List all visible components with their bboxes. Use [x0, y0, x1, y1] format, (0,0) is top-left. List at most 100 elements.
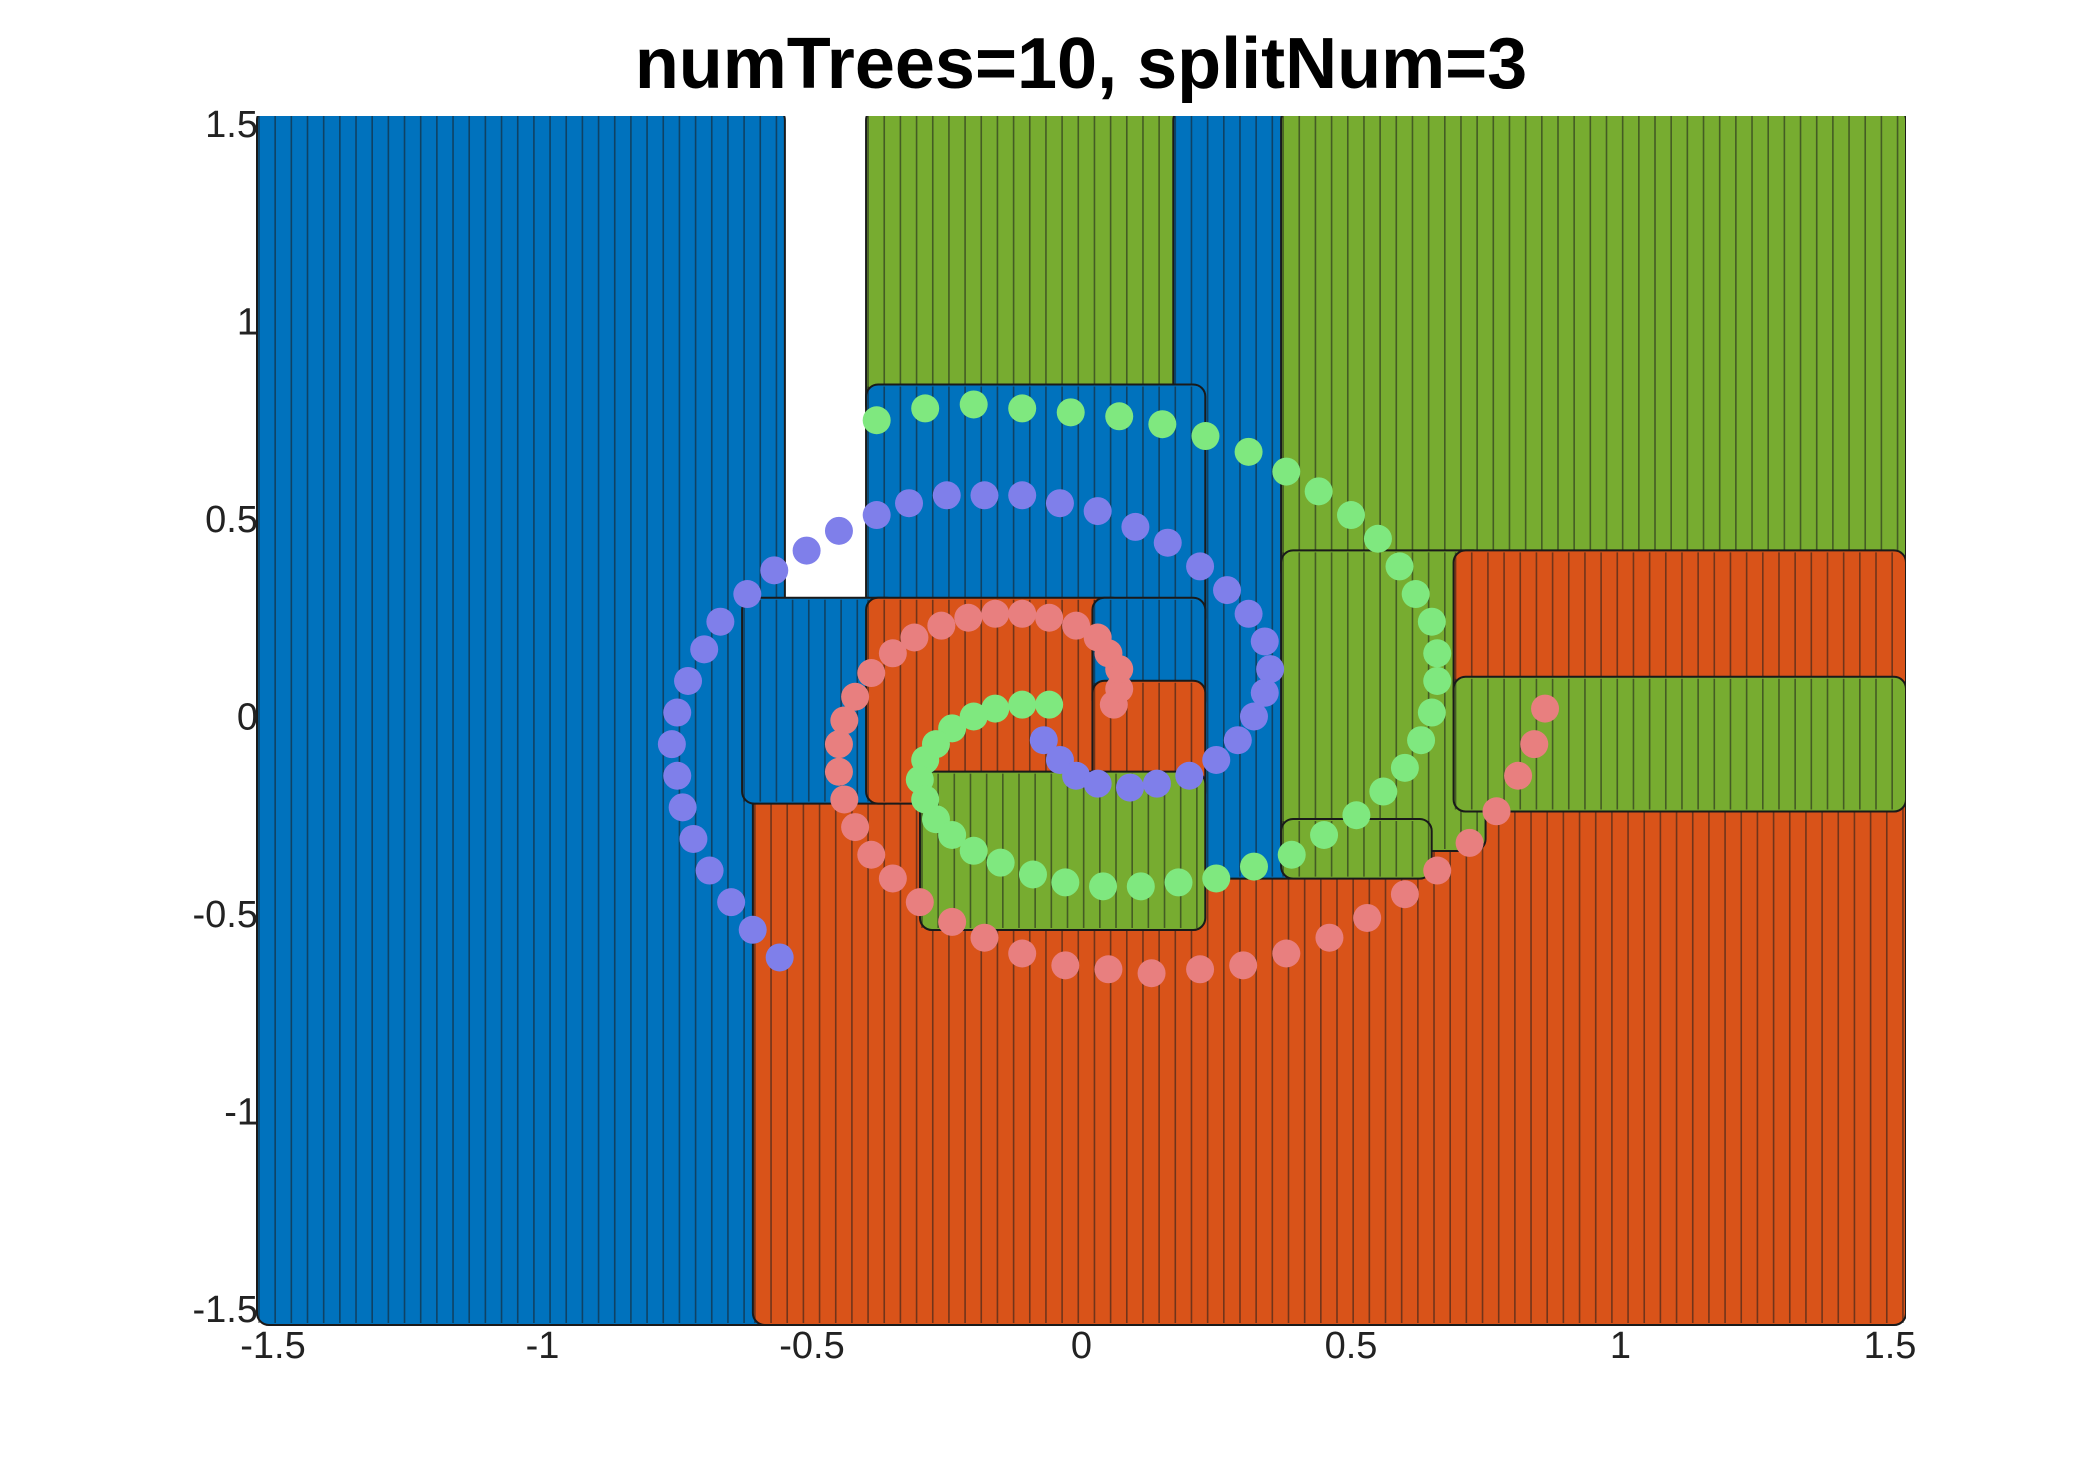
- x-tick-label: -0.5: [779, 1325, 844, 1367]
- data-point: [1482, 797, 1511, 826]
- data-point: [1045, 489, 1074, 518]
- data-point: [981, 694, 1010, 723]
- data-point: [1272, 939, 1301, 968]
- data-point: [959, 836, 988, 865]
- data-point: [911, 394, 940, 423]
- data-point: [1175, 761, 1204, 790]
- x-tick-label: 1: [1610, 1325, 1631, 1367]
- y-tick-label: 1.5: [205, 104, 258, 146]
- y-tick-label: 0: [237, 697, 258, 739]
- data-point: [1401, 580, 1430, 609]
- data-point: [1239, 702, 1268, 731]
- chart-title: numTrees=10, splitNum=3: [635, 24, 1527, 104]
- data-point: [959, 390, 988, 419]
- data-point: [1164, 868, 1193, 897]
- data-point: [824, 757, 853, 786]
- decision-region-0: [256, 116, 786, 1326]
- data-point: [1083, 497, 1112, 526]
- data-point: [878, 639, 907, 668]
- data-point: [738, 915, 767, 944]
- data-point: [1390, 753, 1419, 782]
- data-point: [1121, 512, 1150, 541]
- data-point: [1390, 880, 1419, 909]
- data-point: [1186, 955, 1215, 984]
- data-point: [674, 666, 703, 695]
- data-point: [1213, 576, 1242, 605]
- data-point: [1062, 611, 1091, 640]
- data-point: [690, 635, 719, 664]
- data-point: [1417, 607, 1446, 636]
- data-point: [905, 888, 934, 917]
- spiral-series-0: [657, 481, 1285, 972]
- data-point: [1126, 872, 1155, 901]
- data-point: [841, 813, 870, 842]
- data-point: [1116, 773, 1145, 802]
- data-point: [695, 856, 724, 885]
- data-point: [1223, 726, 1252, 755]
- data-point: [824, 730, 853, 759]
- data-point: [862, 406, 891, 435]
- data-point: [1018, 860, 1047, 889]
- data-point: [1008, 481, 1037, 510]
- data-point: [1315, 923, 1344, 952]
- data-point: [1105, 402, 1134, 431]
- data-point: [1342, 801, 1371, 830]
- data-point: [1035, 690, 1064, 719]
- data-point: [878, 864, 907, 893]
- data-point: [959, 702, 988, 731]
- data-point: [862, 501, 891, 530]
- data-point: [1256, 655, 1285, 684]
- data-point: [938, 821, 967, 849]
- data-point: [830, 785, 859, 814]
- data-point: [1056, 398, 1085, 427]
- x-tick-label: -1.5: [240, 1325, 305, 1367]
- data-point: [1202, 745, 1231, 774]
- data-point: [1239, 852, 1268, 881]
- data-point: [895, 489, 924, 518]
- data-point: [760, 556, 789, 585]
- data-point: [1520, 730, 1549, 759]
- decision-region-7: [1452, 675, 1906, 813]
- data-point: [1353, 903, 1382, 932]
- data-point: [1186, 552, 1215, 581]
- data-point: [733, 580, 762, 609]
- data-point: [1337, 501, 1365, 530]
- data-point: [1423, 639, 1452, 668]
- data-point: [970, 481, 999, 510]
- data-point: [1423, 666, 1452, 695]
- y-tick-label: -0.5: [193, 894, 258, 936]
- data-point: [986, 848, 1015, 877]
- data-point: [981, 599, 1010, 628]
- data-point: [1153, 528, 1182, 557]
- y-axis-ticks: -1.5 -1 -0.5 0 0.5 1 1.5: [193, 104, 258, 1331]
- decision-region-9: [741, 596, 900, 805]
- x-tick-label: 0.5: [1325, 1325, 1378, 1367]
- data-point: [1310, 821, 1339, 849]
- data-point: [663, 761, 692, 790]
- data-point: [1062, 761, 1091, 790]
- data-point: [1423, 856, 1452, 885]
- data-point: [1089, 872, 1118, 901]
- data-point: [1008, 690, 1037, 719]
- data-point: [1407, 726, 1436, 755]
- data-point: [1202, 864, 1231, 893]
- data-point: [1008, 599, 1037, 628]
- data-point: [1272, 457, 1301, 486]
- data-point: [932, 481, 961, 510]
- y-tick-label: -1: [224, 1092, 258, 1134]
- data-point: [792, 536, 821, 565]
- data-point: [1094, 955, 1123, 984]
- data-point: [1083, 769, 1112, 798]
- data-point: [717, 888, 746, 917]
- data-point: [1229, 951, 1258, 980]
- data-point: [1417, 698, 1446, 727]
- data-point: [1369, 777, 1398, 806]
- data-point: [1234, 599, 1263, 628]
- x-tick-label: -1: [526, 1325, 560, 1367]
- decision-region-4: [1280, 116, 1906, 584]
- data-point: [1455, 828, 1484, 857]
- decision-region-2: [865, 116, 1201, 418]
- data-point: [663, 698, 692, 727]
- data-point: [1008, 939, 1037, 968]
- data-point: [1385, 552, 1414, 581]
